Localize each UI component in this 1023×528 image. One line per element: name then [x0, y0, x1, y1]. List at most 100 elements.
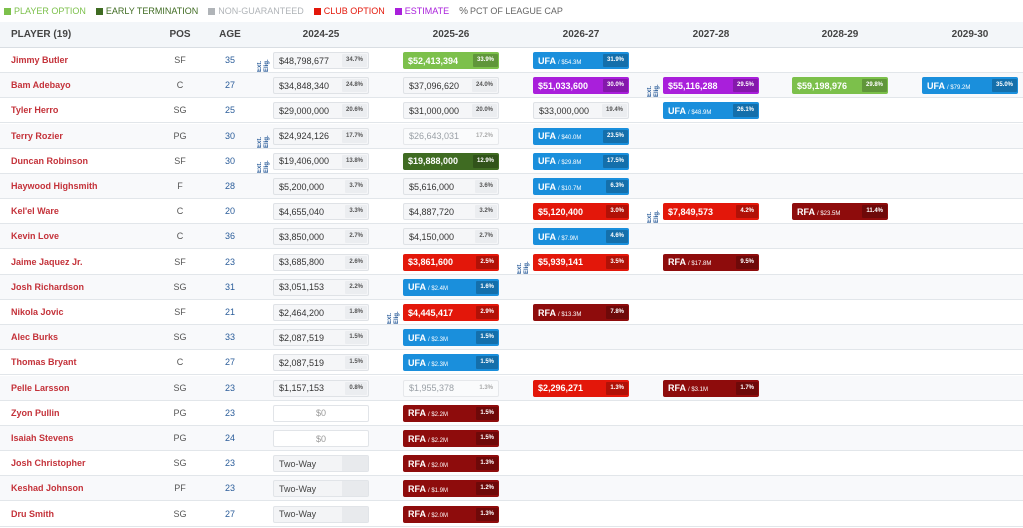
salary-cell-rfa[interactable]: RFA / $13.3M 7.8%: [533, 304, 629, 321]
salary-value: $29,000,000: [279, 106, 329, 116]
salary-cell-gua[interactable]: $4,655,040 3.3%: [273, 203, 369, 221]
salary-cell-co[interactable]: $4,445,417 2.9%: [403, 304, 499, 321]
salary-cell-est[interactable]: $51,033,600 30.0%: [533, 77, 629, 95]
header-year-2029-30[interactable]: 2029-30: [951, 29, 989, 40]
salary-amount: $34,848,340: [279, 80, 330, 91]
salary-cell-gua[interactable]: $29,000,000 20.6%: [273, 102, 369, 120]
salary-cell-ufa[interactable]: UFA / $48.9M 26.1%: [663, 102, 759, 120]
player-name-link[interactable]: Dru Smith: [11, 508, 55, 519]
salary-cell-et[interactable]: $19,888,000 12.9%: [403, 152, 499, 170]
salary-cell-gua[interactable]: $3,051,153 2.2%: [273, 278, 369, 296]
header-pos[interactable]: POS: [169, 29, 191, 40]
salary-cell-rfa[interactable]: RFA / $1.9M 1.2%: [403, 480, 499, 498]
salary-cell-rfa[interactable]: RFA / $3.1M 1.7%: [663, 379, 759, 397]
salary-cell-gua[interactable]: $4,150,000 2.7%: [403, 228, 499, 246]
pct-of-cap: 6.3%: [606, 180, 628, 193]
salary-cell-rfa[interactable]: RFA / $2.2M 1.5%: [403, 404, 499, 422]
salary-value: $5,120,400: [538, 207, 583, 217]
player-name-link[interactable]: Pelle Larsson: [11, 382, 70, 393]
header-player[interactable]: PLAYER (19): [11, 29, 72, 40]
salary-cell-gua[interactable]: $37,096,620 24.0%: [403, 77, 499, 95]
salary-cell-gua[interactable]: $2,464,200 1.8%: [273, 304, 369, 321]
player-name-link[interactable]: Jaime Jaquez Jr.: [11, 256, 83, 267]
salary-cell-co[interactable]: $5,939,141 3.5%: [533, 253, 629, 271]
free-agent-cap-hold: / $40.0M: [558, 135, 582, 142]
salary-cell-gua[interactable]: $33,000,000 19.4%: [533, 102, 629, 120]
player-position: SF: [174, 155, 186, 166]
salary-cell-rfa[interactable]: RFA / $2.2M 1.5%: [403, 430, 499, 447]
pct-of-cap: 3.5%: [606, 255, 628, 269]
salary-cell-co[interactable]: $7,849,573 4.2%: [663, 203, 759, 221]
salary-cell-gua[interactable]: $5,200,000 3.7%: [273, 178, 369, 195]
salary-cell-ufa[interactable]: UFA / $10.7M 6.3%: [533, 178, 629, 195]
salary-cell-ufa[interactable]: UFA / $2.4M 1.6%: [403, 278, 499, 296]
salary-cell-gua[interactable]: $4,887,720 3.2%: [403, 203, 499, 221]
salary-cell-gua[interactable]: $2,087,519 1.5%: [273, 329, 369, 347]
salary-cell-gua[interactable]: $3,850,000 2.7%: [273, 228, 369, 246]
player-name-link[interactable]: Bam Adebayo: [11, 80, 71, 91]
header-year-2028-29[interactable]: 2028-29: [821, 29, 859, 40]
player-name-link[interactable]: Josh Christopher: [11, 458, 86, 469]
player-name-link[interactable]: Kevin Love: [11, 231, 60, 242]
legend-swatch-icon: [313, 7, 321, 15]
player-name-link[interactable]: Haywood Highsmith: [11, 181, 98, 191]
header-year-2024-25[interactable]: 2024-25: [302, 29, 340, 40]
salary-cell-gua[interactable]: $48,798,677 34.7%: [273, 52, 369, 69]
pct-of-cap: 1.5%: [476, 331, 498, 345]
salary-cell-ufa[interactable]: UFA / $2.3M 1.5%: [403, 329, 499, 347]
salary-cell-gua[interactable]: $24,924,126 17.7%: [273, 127, 369, 145]
salary-cell-gua[interactable]: $19,406,000 13.8%: [273, 152, 369, 170]
salary-cell-non[interactable]: $26,643,031 17.2%: [403, 127, 499, 145]
salary-cell-twoway[interactable]: Two-Way: [273, 505, 369, 523]
salary-cell-rfa[interactable]: RFA / $17.8M 9.5%: [663, 253, 759, 271]
player-name-link[interactable]: Nikola Jovic: [11, 307, 64, 317]
legend-label: NON-GUARANTEED: [218, 6, 304, 16]
salary-cell-co[interactable]: $5,120,400 3.0%: [533, 203, 629, 221]
salary-cell-gua[interactable]: $2,087,519 1.5%: [273, 354, 369, 372]
salary-cell-non[interactable]: $1,955,378 1.3%: [403, 379, 499, 397]
salary-cell-twoway[interactable]: Two-Way: [273, 455, 369, 473]
salary-cell-ufa[interactable]: UFA / $29.8M 17.5%: [533, 152, 629, 170]
salary-cell-gua[interactable]: $5,616,000 3.6%: [403, 178, 499, 195]
legend-bar: PLAYER OPTION EARLY TERMINATION NON-GUARAN…: [0, 0, 1023, 22]
salary-cell-empty[interactable]: $0: [273, 404, 369, 422]
salary-cell-rfa[interactable]: RFA / $2.0M 1.3%: [403, 455, 499, 473]
player-name-link[interactable]: Alec Burks: [11, 332, 59, 343]
salary-cell-est[interactable]: $55,116,288 29.5%: [663, 77, 759, 95]
player-name-link[interactable]: Josh Richardson: [11, 281, 85, 292]
salary-cell-twoway[interactable]: Two-Way: [273, 480, 369, 498]
salary-cell-gua[interactable]: $31,000,000 20.0%: [403, 102, 499, 120]
salary-cell-rfa[interactable]: RFA / $23.5M 11.4%: [792, 203, 888, 221]
salary-cell-ufa[interactable]: UFA / $54.3M 31.9%: [533, 52, 629, 69]
salary-cell-co[interactable]: $2,296,271 1.3%: [533, 379, 629, 397]
salary-cell-po[interactable]: $52,413,394 33.9%: [403, 52, 499, 69]
salary-cell-co[interactable]: $3,861,600 2.5%: [403, 253, 499, 271]
salary-cell-po[interactable]: $59,198,976 29.8%: [792, 77, 888, 95]
salary-amount: $19,888,000: [408, 156, 459, 167]
salary-cell-gua[interactable]: $1,157,153 0.8%: [273, 379, 369, 397]
salary-cell-gua[interactable]: $3,685,800 2.6%: [273, 253, 369, 271]
salary-cell-ufa[interactable]: UFA / $2.3M 1.5%: [403, 354, 499, 372]
salary-cell-ufa[interactable]: UFA / $40.0M 23.5%: [533, 127, 629, 145]
player-name-link[interactable]: Tyler Herro: [11, 105, 59, 116]
header-year-2026-27[interactable]: 2026-27: [562, 29, 600, 40]
salary-value: $26,643,031: [409, 131, 459, 141]
player-name-link[interactable]: Isaiah Stevens: [11, 433, 74, 443]
player-name-link[interactable]: Keshad Johnson: [11, 483, 84, 494]
salary-cell-rfa[interactable]: RFA / $2.0M 1.3%: [403, 505, 499, 523]
player-name-link[interactable]: Terry Rozier: [11, 130, 63, 141]
salary-value: $2,296,271: [538, 383, 583, 393]
salary-cell-ufa[interactable]: UFA / $7.9M 4.6%: [533, 228, 629, 246]
salary-cell-gua[interactable]: $34,848,340 24.8%: [273, 77, 369, 95]
header-age[interactable]: AGE: [219, 29, 241, 40]
salary-cell-empty[interactable]: $0: [273, 430, 369, 447]
header-year-2025-26[interactable]: 2025-26: [432, 29, 470, 40]
free-agent-cap-hold: / $3.1M: [688, 387, 709, 394]
salary-cell-ufa[interactable]: UFA / $79.2M 35.0%: [922, 77, 1018, 95]
player-name-link[interactable]: Jimmy Butler: [11, 55, 69, 65]
player-name-link[interactable]: Thomas Bryant: [11, 357, 77, 368]
header-year-2027-28[interactable]: 2027-28: [692, 29, 730, 40]
player-name-link[interactable]: Duncan Robinson: [11, 155, 88, 166]
player-name-link[interactable]: Zyon Pullin: [11, 407, 60, 418]
player-name-link[interactable]: Kel'el Ware: [11, 206, 59, 217]
